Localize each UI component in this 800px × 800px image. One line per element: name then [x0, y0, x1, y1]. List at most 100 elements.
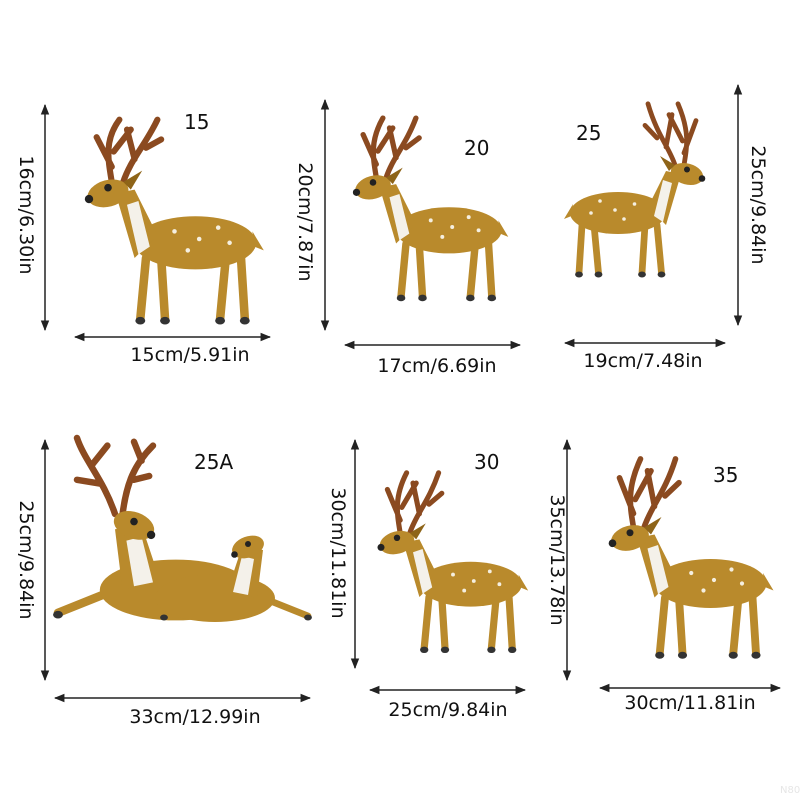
hoof [466, 294, 475, 302]
spot [598, 199, 602, 203]
spot [172, 229, 177, 234]
deer-photo-25a [53, 434, 312, 622]
body [134, 216, 257, 270]
hoof [487, 294, 497, 302]
eye [393, 534, 401, 541]
size-label: 35 [713, 463, 739, 487]
spot [689, 570, 694, 576]
spot [632, 202, 637, 206]
head [379, 530, 415, 555]
leg [590, 221, 602, 277]
head [611, 525, 649, 551]
hoof [487, 646, 496, 653]
width-dimension: 33cm/12.99in [129, 706, 261, 728]
nose [698, 175, 706, 182]
hoof [751, 651, 761, 659]
spot [451, 572, 455, 577]
spot [729, 567, 734, 572]
spot [589, 211, 593, 215]
hoof [638, 271, 646, 278]
spot [701, 588, 706, 593]
leg [484, 239, 496, 301]
eye [369, 179, 377, 186]
spot [185, 248, 191, 253]
hoof [677, 651, 688, 659]
ear [660, 156, 675, 171]
tail [518, 574, 529, 591]
spot [497, 582, 502, 587]
hoof [655, 651, 665, 659]
hoof [418, 294, 427, 302]
body [419, 561, 522, 607]
hoof [575, 271, 583, 278]
hoof [135, 316, 146, 325]
spot [215, 225, 221, 230]
ear [123, 170, 143, 190]
width-dimension: 25cm/9.84in [388, 699, 508, 721]
eye [626, 529, 634, 537]
leg [136, 253, 151, 324]
antler [73, 434, 157, 518]
deer [608, 456, 774, 659]
deer-photo-35 [608, 456, 774, 659]
leg [415, 239, 427, 301]
tail [564, 204, 573, 219]
spot [476, 228, 481, 233]
eye [684, 166, 690, 173]
antler [384, 470, 445, 536]
leg [505, 593, 516, 652]
ear [409, 523, 426, 540]
leg [156, 253, 170, 324]
leg [748, 593, 760, 658]
head [87, 179, 129, 208]
size-label: 30 [474, 450, 500, 474]
chest [413, 549, 433, 594]
leg [655, 593, 669, 658]
deer-photo-15 [84, 116, 264, 325]
leg [466, 239, 480, 301]
chest [127, 201, 150, 255]
width-dimension: 17cm/6.69in [377, 355, 497, 377]
hoof [160, 316, 170, 325]
spot [450, 225, 455, 229]
chest [233, 556, 254, 595]
head [670, 162, 704, 186]
hoof [53, 610, 63, 619]
deer-photo-25 [564, 101, 706, 278]
watermark: N808 [780, 785, 800, 796]
spot [471, 579, 476, 583]
deer [352, 115, 509, 302]
hoof [239, 316, 250, 325]
head [355, 175, 391, 200]
body [654, 559, 767, 608]
leg [487, 593, 500, 652]
leg [575, 221, 586, 277]
deer-lying-pair [155, 535, 312, 622]
tail [498, 220, 509, 237]
spot [466, 215, 471, 220]
size-label: 25A [194, 450, 234, 474]
size-label: 15 [184, 110, 210, 134]
nose [146, 530, 156, 540]
spot [622, 217, 626, 221]
deer-photo-20 [352, 115, 509, 302]
deer [377, 470, 529, 653]
antler [360, 115, 422, 181]
width-dimension: 30cm/11.81in [624, 692, 756, 714]
body [570, 192, 666, 234]
deer [564, 101, 706, 278]
width-dimension: 15cm/5.91in [130, 344, 250, 366]
leg [638, 221, 649, 277]
nose [84, 194, 94, 204]
hoof [508, 646, 517, 653]
eye [245, 541, 251, 547]
tail [763, 573, 774, 591]
spot [739, 581, 745, 586]
spot [711, 577, 717, 583]
chest [647, 545, 669, 594]
spot [613, 208, 617, 212]
tail [252, 231, 264, 251]
spot [428, 218, 433, 223]
